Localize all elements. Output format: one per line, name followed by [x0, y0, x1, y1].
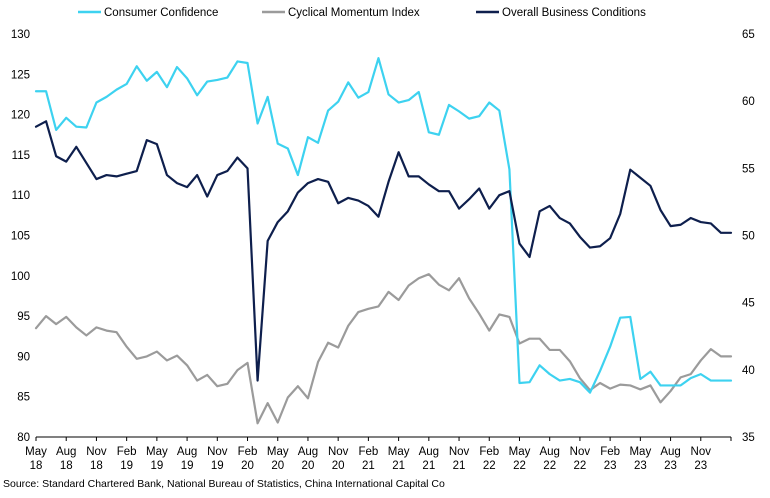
- x-tick-label-year: 19: [181, 460, 194, 472]
- x-tick-label-month: Aug: [56, 446, 76, 458]
- x-tick-label-month: Feb: [117, 446, 137, 458]
- left-tick-label: 105: [11, 231, 30, 243]
- left-tick-label: 120: [11, 110, 30, 122]
- left-tick-label: 125: [11, 69, 30, 81]
- series-line-consumer-confidence: [34, 57, 733, 394]
- right-tick-label: 45: [742, 298, 755, 310]
- right-tick-label: 60: [742, 96, 755, 108]
- right-tick-label: 65: [742, 29, 755, 41]
- left-tick-label: 95: [17, 311, 30, 323]
- x-tick-label-year: 22: [513, 460, 526, 472]
- x-tick-label-year: 20: [302, 460, 315, 472]
- x-tick-label-year: 22: [574, 460, 587, 472]
- left-tick-label: 80: [17, 432, 30, 444]
- x-tick-label-month: Aug: [177, 446, 197, 458]
- series-lines: [34, 57, 733, 425]
- x-tick-label-year: 23: [664, 460, 677, 472]
- x-tick-label-year: 22: [543, 460, 556, 472]
- legend: Consumer Confidence Cyclical Momentum Ind…: [78, 7, 646, 19]
- legend-label: Cyclical Momentum Index: [288, 7, 420, 19]
- legend-label: Consumer Confidence: [104, 7, 218, 19]
- right-tick-label: 55: [742, 163, 755, 175]
- x-tick-label-month: Feb: [600, 446, 620, 458]
- x-tick-label-month: Nov: [449, 446, 470, 458]
- left-tick-label: 130: [11, 29, 30, 41]
- x-tick-label-year: 19: [150, 460, 163, 472]
- x-tick-label-year: 19: [120, 460, 133, 472]
- x-tick-label-month: May: [388, 446, 410, 458]
- x-tick-label-month: May: [629, 446, 651, 458]
- x-tick-label-month: Nov: [328, 446, 349, 458]
- left-tick-label: 110: [12, 190, 30, 202]
- x-tick-label-month: Aug: [539, 446, 559, 458]
- x-tick-label-month: May: [25, 446, 47, 458]
- axes: 80 85 90 95 100 105 110 115 120 125 130 35 40 45 50 55 6…: [11, 29, 755, 472]
- x-tick-label-year: 18: [60, 460, 73, 472]
- x-tick-label-year: 21: [392, 460, 405, 472]
- x-tick-label-year: 19: [211, 460, 224, 472]
- x-tick-label-month: Feb: [238, 446, 258, 458]
- x-tick-label-year: 21: [453, 460, 466, 472]
- x-tick-label-month: Nov: [86, 446, 107, 458]
- x-tick-label-year: 23: [604, 460, 617, 472]
- x-tick-label-month: May: [146, 446, 168, 458]
- x-tick-label-month: May: [267, 446, 289, 458]
- x-tick-label-year: 21: [422, 460, 435, 472]
- x-tick-label-month: Aug: [660, 446, 680, 458]
- x-tick-label-year: 20: [332, 460, 345, 472]
- left-tick-label: 85: [17, 392, 30, 404]
- x-tick-label-month: Aug: [419, 446, 439, 458]
- x-tick-label-year: 21: [362, 460, 375, 472]
- x-tick-label-month: Nov: [207, 446, 228, 458]
- x-tick-label-year: 22: [483, 460, 496, 472]
- right-tick-label: 50: [742, 231, 755, 243]
- x-tick-label-year: 18: [30, 460, 43, 472]
- source-note: Source: Standard Chartered Bank, Nationa…: [3, 478, 445, 490]
- x-tick-label-year: 20: [271, 460, 284, 472]
- x-tick-label-month: Feb: [358, 446, 378, 458]
- right-tick-label: 40: [742, 365, 755, 377]
- x-tick-label-month: Feb: [479, 446, 499, 458]
- left-tick-label: 90: [17, 351, 30, 363]
- x-tick-label-year: 23: [694, 460, 707, 472]
- x-tick-label-month: May: [509, 446, 531, 458]
- x-tick-label-year: 20: [241, 460, 254, 472]
- legend-label: Overall Business Conditions: [502, 7, 646, 19]
- x-tick-label-month: Aug: [298, 446, 318, 458]
- x-tick-label-year: 23: [634, 460, 647, 472]
- left-tick-label: 100: [11, 271, 30, 283]
- series-line-overall-business-conditions: [34, 120, 733, 382]
- series-line-cyclical-momentum-index: [34, 273, 733, 425]
- right-tick-label: 35: [742, 432, 755, 444]
- x-tick-label-month: Nov: [570, 446, 591, 458]
- left-tick-label: 115: [12, 150, 30, 162]
- x-tick-label-month: Nov: [691, 446, 712, 458]
- x-tick-label-year: 18: [90, 460, 103, 472]
